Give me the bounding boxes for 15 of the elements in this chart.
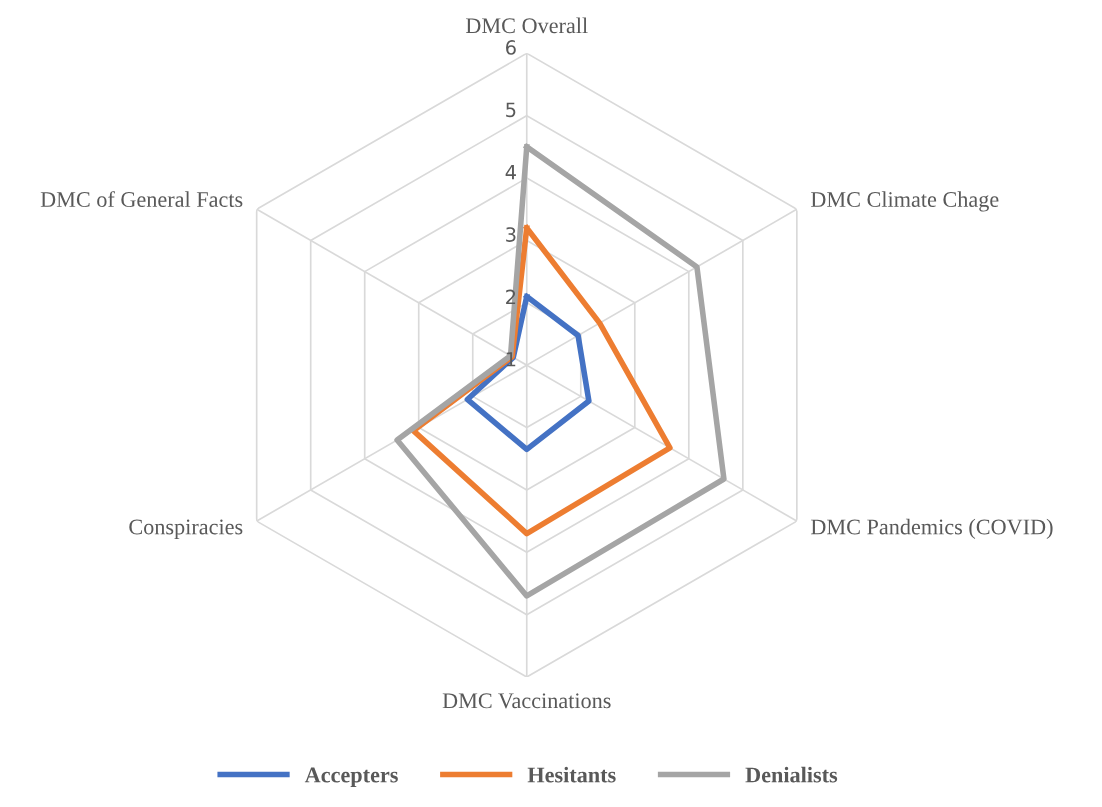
y-tick-label: 1	[506, 352, 516, 367]
legend-label: Hesitants	[527, 766, 616, 783]
spoke-label: DMC of General Facts	[40, 191, 243, 207]
legend-label: Denialists	[745, 766, 838, 783]
y-tick-label: 4	[505, 165, 516, 180]
legend-label: Accepters	[304, 767, 398, 787]
spoke-label: Conspiracies	[129, 519, 243, 539]
spoke-label: DMC Pandemics (COVID)	[810, 518, 1053, 539]
spoke-label: DMC Overall	[465, 17, 588, 34]
y-tick-label: 2	[506, 289, 516, 304]
spoke-label: DMC Climate Chage	[810, 191, 999, 212]
spoke-label: DMC Vaccinations	[442, 693, 611, 709]
y-tick-label: 5	[506, 102, 516, 118]
y-tick-label: 3	[506, 227, 516, 242]
y-tick-label: 6	[506, 40, 516, 55]
